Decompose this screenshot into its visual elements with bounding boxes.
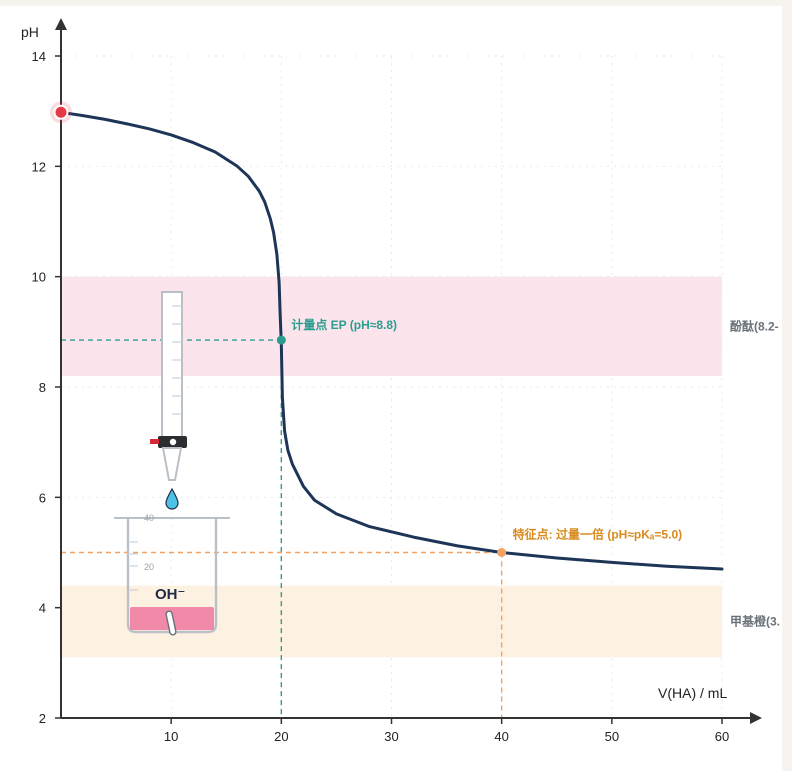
y-axis-arrow	[55, 18, 67, 30]
equivalence-point	[276, 335, 286, 345]
y-tick-label: 4	[39, 601, 46, 616]
burette-beaker-illustration: 40 20 OH⁻	[114, 291, 230, 636]
indicator-band-label: 甲基橙(3.	[730, 613, 780, 628]
equivalence-point-label: 计量点 EP (pH≈8.8)	[291, 317, 397, 332]
x-axis-title: V(HA) / mL	[658, 685, 727, 701]
y-tick-label: 8	[39, 380, 46, 395]
x-tick-label: 40	[494, 729, 508, 744]
y-axis-title: pH	[21, 24, 39, 40]
key-points	[50, 101, 507, 557]
x-axis-arrow	[750, 712, 762, 724]
hydroxide-ion-label: OH⁻	[155, 586, 185, 603]
x-tick-label: 20	[274, 729, 288, 744]
stir-rod	[165, 610, 177, 636]
start-point	[53, 104, 69, 120]
chart-canvas: 40 20 OH⁻ 酚酞(8.2- 甲基橙(3. 10 20 30 40 50 60 2 4 6 8 1…	[0, 6, 782, 771]
burette-tube	[161, 291, 183, 443]
chart-labels: 酚酞(8.2- 甲基橙(3. 10 20 30 40 50 60 2 4 6 8 10 12 14 pH V(H…	[21, 24, 780, 744]
y-tick-label: 12	[32, 159, 46, 174]
x-tick-label: 50	[605, 729, 619, 744]
burette-tip	[161, 447, 183, 481]
titration-curve-line	[59, 110, 724, 571]
titration-chart: 40 20 OH⁻ 酚酞(8.2- 甲基橙(3. 10 20 30 40 50 60 2 4 6 8 1…	[21, 18, 780, 744]
x-tick-label: 10	[164, 729, 178, 744]
characteristic-point-label: 特征点: 过量一倍 (pH≈pKₐ=5.0)	[513, 527, 682, 542]
drop-icon	[165, 487, 179, 510]
axes	[55, 18, 762, 724]
y-tick-label: 6	[39, 490, 46, 505]
x-tick-label: 60	[715, 729, 729, 744]
x-tick-label: 30	[384, 729, 398, 744]
titration-curve	[59, 110, 724, 571]
beaker-scale-40: 40	[144, 513, 154, 523]
characteristic-point	[497, 548, 507, 557]
stopcock-handle	[150, 439, 159, 444]
stopcock-knob	[169, 438, 177, 446]
y-tick-label: 2	[39, 711, 46, 726]
beaker-scale-20: 20	[144, 562, 154, 572]
y-tick-label: 14	[32, 49, 46, 64]
y-tick-label: 10	[32, 270, 46, 285]
indicator-band-label: 酚酞(8.2-	[730, 318, 779, 333]
